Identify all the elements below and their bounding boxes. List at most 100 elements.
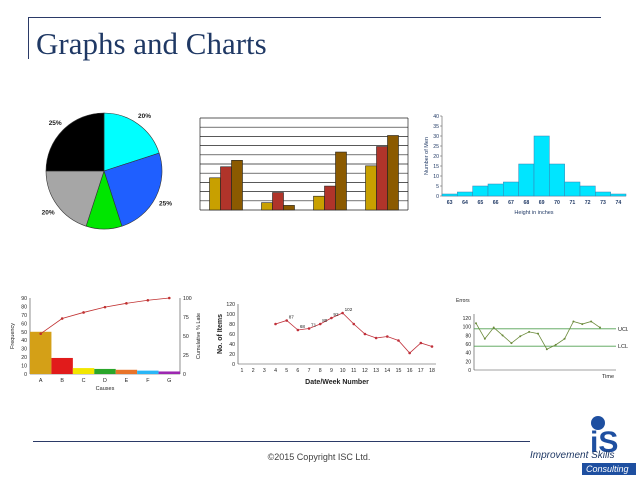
pie-slice-label: 25% <box>159 200 172 207</box>
y-axis-title: Errors <box>456 298 470 304</box>
pie-slice-label: 20% <box>42 210 55 217</box>
y-tick-label: 70 <box>21 313 27 319</box>
x-tick-label: 73 <box>600 200 606 206</box>
y-tick-label: 0 <box>232 362 235 368</box>
y2-tick-label: 100 <box>183 296 192 302</box>
slide-title: Graphs and Charts <box>36 26 267 61</box>
x-tick-label: 17 <box>418 368 424 374</box>
y-tick-label: 40 <box>433 114 439 120</box>
x-tick-label: 63 <box>447 200 453 206</box>
bottom-rule <box>33 441 530 442</box>
x-tick-label: 74 <box>615 200 621 206</box>
bar <box>324 185 336 211</box>
pareto-bar <box>94 368 116 374</box>
bar <box>283 205 295 211</box>
control-point <box>554 343 557 346</box>
x-tick-label: 65 <box>477 200 483 206</box>
pie-slice <box>45 112 105 172</box>
x-tick-label: 70 <box>554 200 560 206</box>
y-tick-label: 60 <box>229 332 235 338</box>
y2-tick-label: 75 <box>183 315 189 321</box>
x-axis-title: Time <box>602 374 614 380</box>
run-point <box>330 316 333 320</box>
isc-logo: iS Improvement Skills Consulting <box>530 416 636 475</box>
pareto-bar <box>51 357 73 374</box>
logo-letters: iS <box>590 426 618 459</box>
x-tick-label: 9 <box>330 368 333 374</box>
control-point <box>510 342 513 345</box>
y-tick-label: 5 <box>436 184 439 190</box>
run-point <box>296 328 300 332</box>
logo-dot-icon <box>591 416 605 430</box>
cumulative-point <box>103 305 107 309</box>
bar <box>365 165 377 211</box>
x-tick-label: 11 <box>351 368 356 374</box>
run-point <box>274 322 277 326</box>
y2-tick-label: 50 <box>183 334 189 340</box>
cumulative-point <box>125 302 128 305</box>
x-axis-title: Date/Week Number <box>305 379 369 386</box>
left-rule <box>28 17 29 59</box>
cumulative-line <box>40 297 170 335</box>
control-point <box>590 320 593 323</box>
x-tick-label: 3 <box>263 368 266 374</box>
x-tick-label: 66 <box>493 200 499 206</box>
x-tick-label: C <box>82 378 86 384</box>
y-tick-label: 20 <box>465 359 471 365</box>
y-tick-label: 30 <box>433 134 439 140</box>
cumulative-point <box>82 311 85 314</box>
x-tick-label: 12 <box>362 368 368 374</box>
bar <box>272 192 284 211</box>
control-point <box>537 332 539 335</box>
y2-axis-title: Cumulative % Late <box>196 313 202 359</box>
y-tick-label: 35 <box>433 124 439 130</box>
y-tick-label: 10 <box>21 364 27 370</box>
bar <box>335 151 347 211</box>
pareto-bar <box>115 369 138 374</box>
y-tick-label: 100 <box>226 312 235 318</box>
x-tick-label: 6 <box>296 368 299 374</box>
y-tick-label: 0 <box>24 372 27 378</box>
x-tick-label: 8 <box>319 368 322 374</box>
control-point <box>572 320 575 323</box>
y-axis-title: No. of Items <box>217 314 224 354</box>
bar <box>313 195 325 211</box>
bar <box>209 177 221 211</box>
bar <box>376 146 388 211</box>
y-tick-label: 30 <box>21 347 27 353</box>
histogram-bar <box>503 181 519 197</box>
y-tick-label: 60 <box>21 321 27 327</box>
y2-tick-label: 25 <box>183 353 189 359</box>
x-axis-title: Height in inches <box>514 210 553 216</box>
x-tick-label: 4 <box>274 368 277 374</box>
control-point <box>563 337 566 340</box>
run-point-label: 80 <box>322 318 328 323</box>
logo-line2: Consulting <box>586 464 629 474</box>
run-point-label: 92 <box>333 312 339 317</box>
bar <box>231 160 243 211</box>
x-tick-label: 69 <box>539 200 545 206</box>
x-tick-label: 7 <box>308 368 311 374</box>
run-point <box>374 336 378 340</box>
x-tick-label: G <box>167 378 171 384</box>
run-point <box>397 339 400 342</box>
histogram-bar <box>457 191 473 197</box>
x-tick-label: A <box>39 378 43 384</box>
y-tick-label: 120 <box>463 316 472 322</box>
y-tick-label: 50 <box>21 330 27 336</box>
pie-slice <box>103 152 163 227</box>
histogram-bar <box>472 185 489 197</box>
clustered-bar-chart <box>199 117 409 211</box>
pie-slice <box>103 112 160 172</box>
y-axis-title: Number of Men <box>424 137 430 175</box>
x-tick-label: B <box>60 378 64 384</box>
control-point <box>483 337 486 340</box>
y-tick-label: 40 <box>229 342 235 348</box>
run-point <box>408 351 411 355</box>
run-point <box>363 332 367 336</box>
cumulative-point <box>146 298 150 302</box>
pareto-chart: 0 10 20 30 40 50 60 70 80 90 0 25 50 75 100 A B C D E F G Caus… <box>10 296 202 392</box>
run-point <box>419 341 423 345</box>
y-tick-label: 60 <box>465 342 471 348</box>
